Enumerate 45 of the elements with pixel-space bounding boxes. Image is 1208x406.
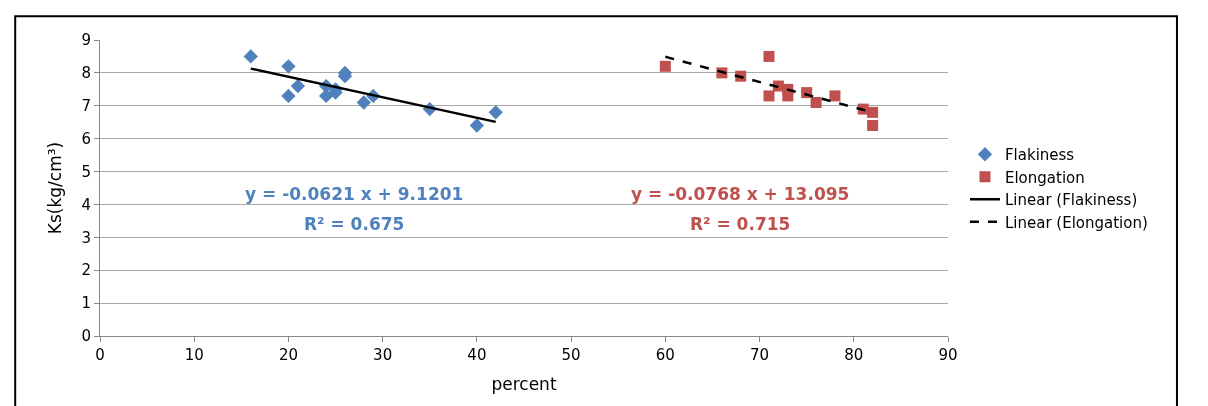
legend-label: Flakiness — [1004, 146, 1075, 165]
point — [867, 120, 879, 132]
point — [782, 90, 794, 102]
x-tick-label: 50 — [561, 346, 581, 364]
y-tick-label: 6 — [81, 129, 91, 148]
annotation: y = -0.0768 x + 13.095 — [631, 184, 850, 204]
point — [281, 88, 296, 104]
point — [829, 90, 841, 102]
point — [763, 90, 775, 102]
y-tick-label: 9 — [81, 31, 91, 50]
point — [356, 95, 371, 110]
point — [290, 78, 306, 94]
point — [867, 106, 879, 118]
legend-label: Linear (Elongation) — [1004, 213, 1148, 232]
y-tick-label: 8 — [81, 64, 91, 83]
x-tick-label: 30 — [373, 346, 393, 364]
x-tick-label: 20 — [278, 346, 298, 364]
point — [243, 49, 258, 64]
y-tick-label: 0 — [81, 327, 91, 346]
x-tick-label: 90 — [938, 346, 958, 364]
y-tick-label: 7 — [81, 97, 91, 116]
legend-label: Linear (Flakiness) — [1004, 191, 1138, 210]
y-tick-label: 1 — [81, 294, 91, 313]
annotation: R² = 0.715 — [690, 214, 791, 234]
annotation: R² = 0.675 — [304, 214, 405, 234]
point — [763, 50, 775, 62]
x-tick-label: 0 — [95, 346, 105, 364]
y-tick-label: 2 — [81, 261, 91, 280]
point — [281, 59, 296, 74]
x-tick-label: 70 — [750, 346, 770, 364]
x-tick-label: 80 — [844, 346, 864, 364]
point — [659, 60, 671, 72]
x-tick-label: 40 — [467, 346, 487, 364]
y-axis-title: Ks(kg/cm³) — [45, 141, 65, 235]
point — [810, 96, 822, 108]
y-tick-label: 4 — [81, 195, 91, 214]
point — [469, 118, 485, 133]
x-tick-label: 60 — [655, 346, 675, 364]
y-tick-label: 5 — [81, 162, 91, 181]
annotation: y = -0.0621 x + 9.1201 — [245, 184, 464, 204]
y-tick-label: 3 — [81, 228, 91, 247]
point — [488, 105, 503, 120]
x-axis-title: percent — [491, 374, 557, 395]
x-tick-label: 10 — [184, 346, 204, 364]
legend-label: Elongation — [1004, 168, 1085, 187]
